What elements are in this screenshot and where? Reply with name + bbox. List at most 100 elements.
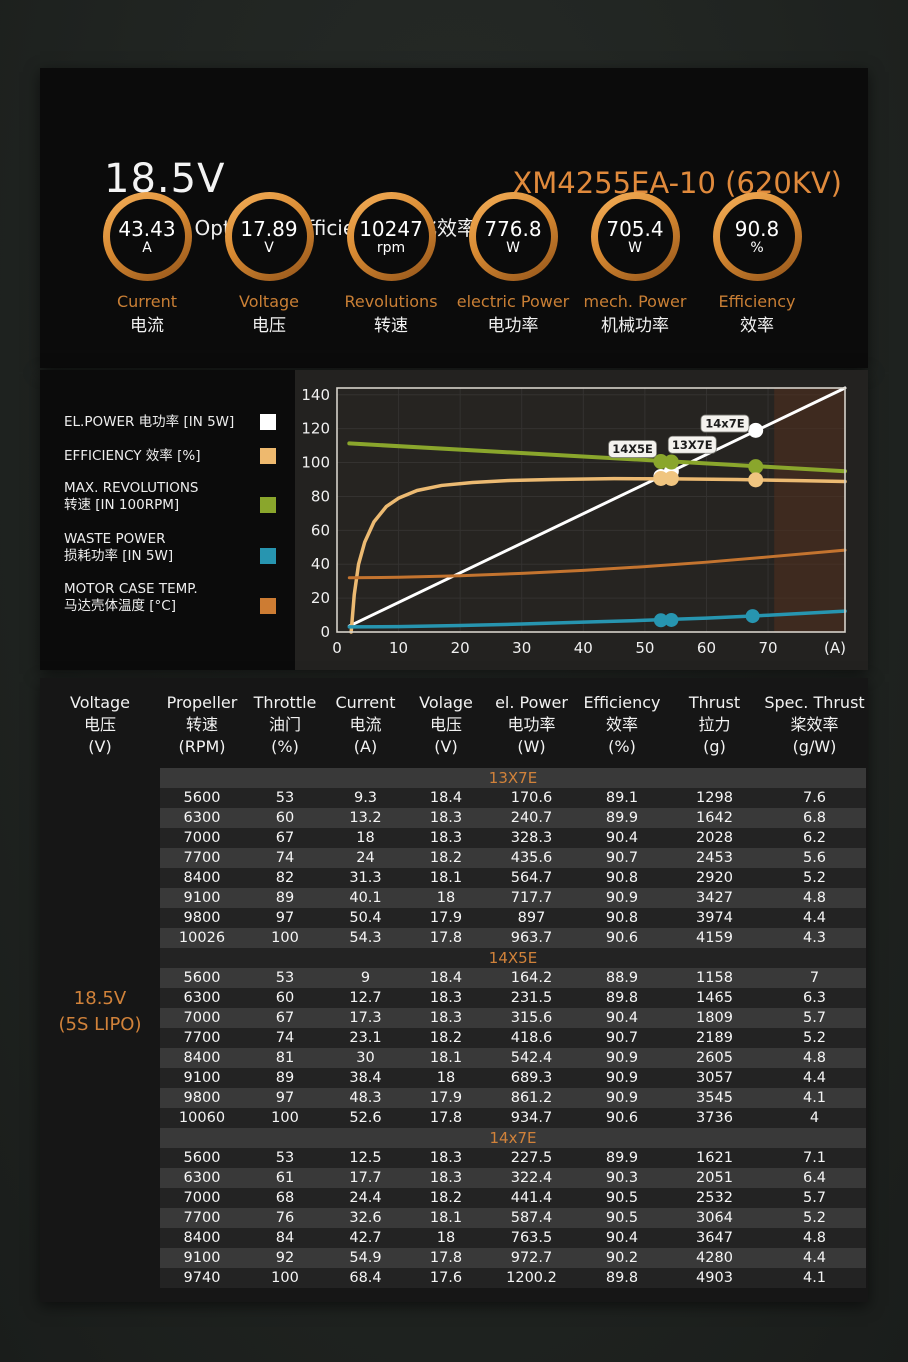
x-axis-tick: 30	[512, 639, 531, 657]
gauge-value: 776.8	[484, 216, 542, 241]
table-cell: 315.6	[510, 1010, 553, 1026]
table-cell: 24.4	[349, 1190, 382, 1206]
column-header-en: Voltage	[69, 693, 130, 712]
gauge-ring: 17.89 V	[224, 192, 314, 281]
legend-item: EFFICIENCY 效率 [%]	[64, 448, 276, 465]
gauge-ring: 705.4 W	[590, 192, 680, 281]
table-cell: 4.4	[802, 1070, 827, 1086]
over-current-shaded-region	[774, 388, 845, 632]
gauge-label: Voltage	[238, 292, 299, 311]
table-cell: 897	[517, 910, 546, 926]
table-cell: 4.8	[802, 1230, 827, 1246]
table-cell: 3064	[696, 1210, 733, 1226]
gauge-dial: 17.89 V	[231, 199, 307, 274]
table-row: 6300 60 13.2 18.3 240.7 89.9 1642 6.8	[160, 808, 866, 828]
table-cell: 6300	[183, 1170, 221, 1186]
gauge-label-zh: 电流	[130, 316, 164, 336]
gauge-unit: %	[750, 239, 764, 256]
table-cell: 67	[275, 1010, 295, 1026]
table-row: 6300 61 17.7 18.3 322.4 90.3 2051 6.4	[160, 1168, 866, 1188]
column-header-zh: 桨效率	[790, 715, 839, 734]
table-cell: 441.4	[510, 1190, 553, 1206]
voltage-cell-line1: 18.5V	[73, 988, 127, 1009]
legend-label: MOTOR CASE TEMP. 马达壳体温度 [°C]	[64, 581, 198, 615]
table-cell: 9740	[183, 1270, 221, 1286]
legend-label: EL.POWER 电功率 [IN 5W]	[64, 414, 234, 431]
gauge-unit: V	[264, 239, 274, 256]
table-cell: 5.2	[802, 1030, 827, 1046]
chart-legend: EL.POWER 电功率 [IN 5W] EFFICIENCY 效率 [%] MAX…	[40, 370, 295, 670]
table-cell: 17.8	[429, 1110, 463, 1126]
table-cell: 1621	[696, 1150, 733, 1166]
table-cell: 689.3	[510, 1070, 553, 1086]
table-cell: 50.4	[349, 910, 382, 926]
table-cell: 4.3	[802, 930, 827, 946]
table-cell: 100	[271, 930, 299, 946]
legend-item: MOTOR CASE TEMP. 马达壳体温度 [°C]	[64, 581, 276, 615]
gauge-row: 43.43 A Current 电流 17.89 V Voltage 电压 10247 rpm Re…	[92, 192, 812, 336]
table-cell: 2453	[696, 850, 733, 866]
table-cell: 13.2	[349, 810, 382, 826]
column-header-zh: 拉力	[698, 715, 731, 734]
gauge-label-zh: 转速	[374, 316, 408, 336]
y-axis-tick: 120	[301, 420, 330, 438]
table-row: 9740 100 68.4 17.6 1200.2 89.8 4903 4.1	[160, 1268, 866, 1288]
legend-item: WASTE POWER 损耗功率 [IN 5W]	[64, 531, 276, 565]
gauge-ring: 776.8 W	[468, 192, 558, 281]
table-cell: 18.3	[429, 1010, 463, 1026]
propeller-section-header: 14x7E	[160, 1128, 866, 1148]
table-row: 10026 100 54.3 17.8 963.7 90.6 4159 4.3	[160, 928, 866, 948]
column-header-unit: (W)	[517, 737, 546, 756]
table-cell: 4.4	[802, 910, 827, 926]
y-axis-tick: 40	[311, 555, 330, 573]
table-cell: 4.8	[802, 1050, 827, 1066]
table-cell: 92	[275, 1250, 295, 1266]
legend-swatch	[260, 598, 276, 614]
table-row: 5600 53 12.5 18.3 227.5 89.9 1621 7.1	[160, 1148, 866, 1168]
gauge-value: 90.8	[734, 216, 780, 241]
table-cell: 48.3	[349, 1090, 382, 1106]
table-cell: 53	[275, 1150, 295, 1166]
column-header-thrust: Thrust 拉力 (g)	[668, 692, 761, 758]
table-cell: 2051	[696, 1170, 733, 1186]
marker-waste-points	[653, 613, 668, 628]
y-axis-tick: 100	[301, 454, 330, 472]
table-cell: 963.7	[510, 930, 553, 946]
table-cell: 1809	[696, 1010, 733, 1026]
table-cell: 82	[275, 870, 295, 886]
table-cell: 9800	[183, 910, 221, 926]
voltage-cell-line2: (5S LIPO)	[58, 1014, 142, 1035]
marker-revolutions-points	[663, 454, 679, 470]
column-header-zh: 电流	[349, 715, 382, 734]
table-cell: 10060	[178, 1110, 226, 1126]
table-cell: 9100	[183, 1070, 221, 1086]
table-cell: 12.7	[349, 990, 382, 1006]
gauge-dial: 776.8 W	[475, 199, 551, 274]
table-cell: 90.7	[605, 1030, 639, 1046]
column-header-unit: (A)	[353, 737, 378, 756]
column-header-current: Current 电流 (A)	[326, 692, 405, 758]
gauge-value: 43.43	[118, 216, 176, 241]
table-cell: 435.6	[510, 850, 553, 866]
column-header-en: Current	[335, 693, 396, 712]
table-cell: 5.7	[802, 1190, 827, 1206]
table-cell: 564.7	[510, 870, 553, 886]
table-cell: 89.1	[605, 790, 639, 806]
table-cell: 90.4	[605, 830, 639, 846]
table-row: 9100 89 38.4 18 689.3 90.9 3057 4.4	[160, 1068, 866, 1088]
table-cell: 30	[356, 1050, 375, 1066]
table-row: 5600 53 9.3 18.4 170.6 89.1 1298 7.6	[160, 788, 866, 808]
table-cell: 9	[360, 970, 371, 986]
table-cell: 5.7	[802, 1010, 827, 1026]
x-axis-tick: 10	[389, 639, 408, 657]
gauge-label: Revolutions	[344, 292, 438, 311]
table-cell: 8400	[183, 1050, 221, 1066]
table-cell: 89	[275, 1070, 295, 1086]
table-cell: 8400	[183, 1230, 221, 1246]
table-cell: 4280	[696, 1250, 733, 1266]
table-cell: 418.6	[510, 1030, 553, 1046]
table-cell: 18.3	[429, 810, 463, 826]
table-cell: 9100	[183, 1250, 221, 1266]
table-cell: 90.4	[605, 1230, 639, 1246]
